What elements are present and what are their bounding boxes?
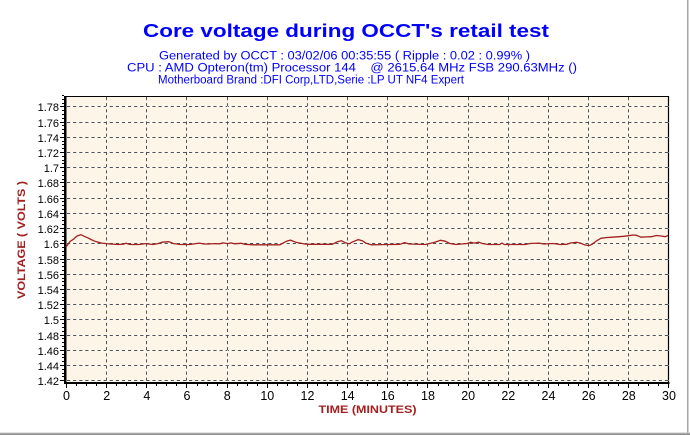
svg-text:4: 4 — [143, 389, 150, 403]
svg-text:1.46: 1.46 — [38, 346, 59, 358]
svg-text:1.5: 1.5 — [44, 315, 59, 327]
svg-text:26: 26 — [582, 389, 596, 403]
svg-text:16: 16 — [381, 389, 395, 403]
svg-text:24: 24 — [542, 389, 556, 403]
svg-text:2: 2 — [103, 389, 110, 403]
svg-text:1.54: 1.54 — [38, 285, 59, 297]
svg-text:18: 18 — [421, 389, 435, 403]
svg-text:6: 6 — [184, 389, 191, 403]
svg-text:1.76: 1.76 — [38, 118, 59, 130]
svg-text:TIME (MINUTES): TIME (MINUTES) — [319, 404, 417, 416]
svg-text:1.78: 1.78 — [38, 102, 59, 114]
svg-text:1.74: 1.74 — [38, 133, 59, 145]
svg-text:1.62: 1.62 — [38, 224, 59, 236]
svg-text:Motherboard Brand :DFI Corp,LT: Motherboard Brand :DFI Corp,LTD,Serie :L… — [158, 75, 465, 87]
svg-text:14: 14 — [341, 389, 355, 403]
svg-text:1.6: 1.6 — [44, 239, 59, 251]
svg-text:28: 28 — [622, 389, 636, 403]
svg-text:22: 22 — [501, 389, 515, 403]
svg-text:10: 10 — [260, 389, 274, 403]
svg-text:1.44: 1.44 — [38, 361, 59, 373]
svg-text:0: 0 — [63, 389, 70, 403]
svg-text:12: 12 — [301, 389, 315, 403]
svg-text:1.66: 1.66 — [38, 194, 59, 206]
svg-text:VOLTAGE ( VOLTS ): VOLTAGE ( VOLTS ) — [16, 181, 28, 299]
svg-text:1.58: 1.58 — [38, 255, 59, 267]
svg-text:30: 30 — [662, 389, 676, 403]
svg-text:Core voltage during OCCT's ret: Core voltage during OCCT's retail test — [143, 20, 549, 41]
svg-text:1.7: 1.7 — [44, 163, 59, 175]
svg-text:20: 20 — [461, 389, 475, 403]
svg-text:1.68: 1.68 — [38, 178, 59, 190]
svg-text:1.52: 1.52 — [38, 300, 59, 312]
svg-text:1.48: 1.48 — [38, 331, 59, 343]
svg-text:1.72: 1.72 — [38, 148, 59, 160]
svg-text:1.64: 1.64 — [38, 209, 59, 221]
svg-text:8: 8 — [224, 389, 231, 403]
svg-text:CPU : AMD Opteron(tm) Processo: CPU : AMD Opteron(tm) Processor 144 @ 26… — [127, 63, 577, 75]
svg-text:Generated by OCCT : 03/02/06 0: Generated by OCCT : 03/02/06 00:35:55 ( … — [159, 51, 530, 63]
svg-text:1.56: 1.56 — [38, 270, 59, 282]
svg-text:1.42: 1.42 — [38, 376, 59, 388]
